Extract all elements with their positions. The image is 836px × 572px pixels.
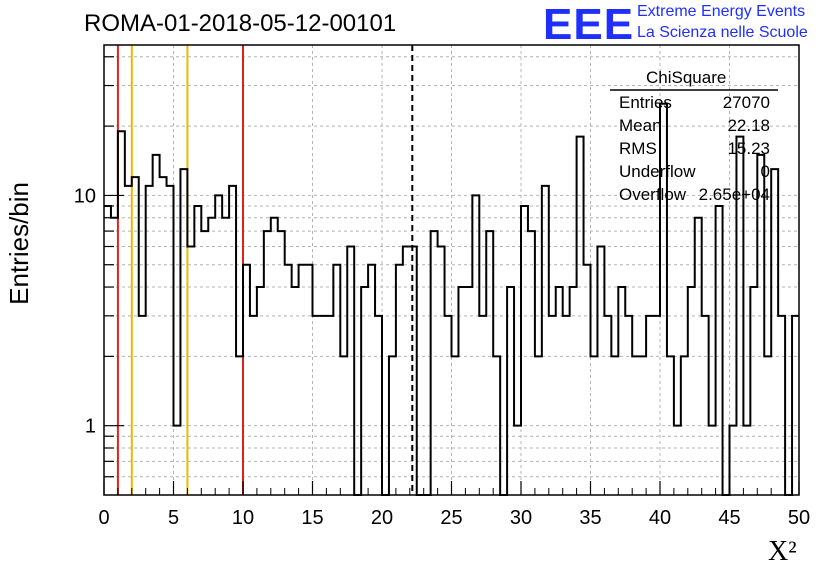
x-tick-label: 0	[98, 507, 109, 529]
x-tick-label: 10	[232, 507, 254, 529]
stats-label-overflow: Overflow	[619, 185, 687, 204]
org-name-line1: Extreme Energy Events	[637, 3, 806, 20]
eee-logo: EEE	[543, 0, 635, 49]
x-tick-label: 25	[440, 507, 462, 529]
stats-value-mean: 22.18	[727, 116, 770, 135]
stats-title: ChiSquare	[646, 68, 727, 87]
y-tick-label: 1	[85, 416, 96, 438]
org-name-line2: La Scienza nelle Scuole	[637, 24, 808, 41]
stats-value-rms: 15.23	[727, 139, 770, 158]
stats-label-entries: Entries	[619, 93, 672, 112]
x-tick-label: 50	[788, 507, 810, 529]
x-tick-label: 45	[718, 507, 740, 529]
x-tick-label: 20	[371, 507, 393, 529]
axis-ticks: 0 5 10 15 20 25 30 35 40 45 50 1 10	[74, 56, 810, 529]
stats-value-entries: 27070	[722, 93, 770, 112]
x-axis-label: X²	[768, 536, 797, 567]
y-tick-label: 10	[74, 185, 96, 207]
x-tick-label: 30	[510, 507, 532, 529]
stats-value-underflow: 0	[760, 162, 770, 181]
stats-value-overflow: 2.65e+04	[698, 185, 770, 204]
stats-label-rms: RMS	[619, 139, 657, 158]
stats-label-underflow: Underflow	[619, 162, 696, 181]
run-title: ROMA-01-2018-05-12-00101	[84, 10, 397, 37]
y-axis-label-text: Entries/bin	[4, 182, 34, 305]
x-tick-label: 35	[579, 507, 601, 529]
histogram-series	[104, 102, 799, 496]
stats-label-mean: Mean	[619, 116, 662, 135]
stats-divider	[610, 89, 778, 91]
x-tick-label: 5	[168, 507, 179, 529]
y-axis-label: Entries/bin	[4, 59, 35, 305]
x-tick-label: 15	[301, 507, 323, 529]
x-tick-label: 40	[649, 507, 671, 529]
